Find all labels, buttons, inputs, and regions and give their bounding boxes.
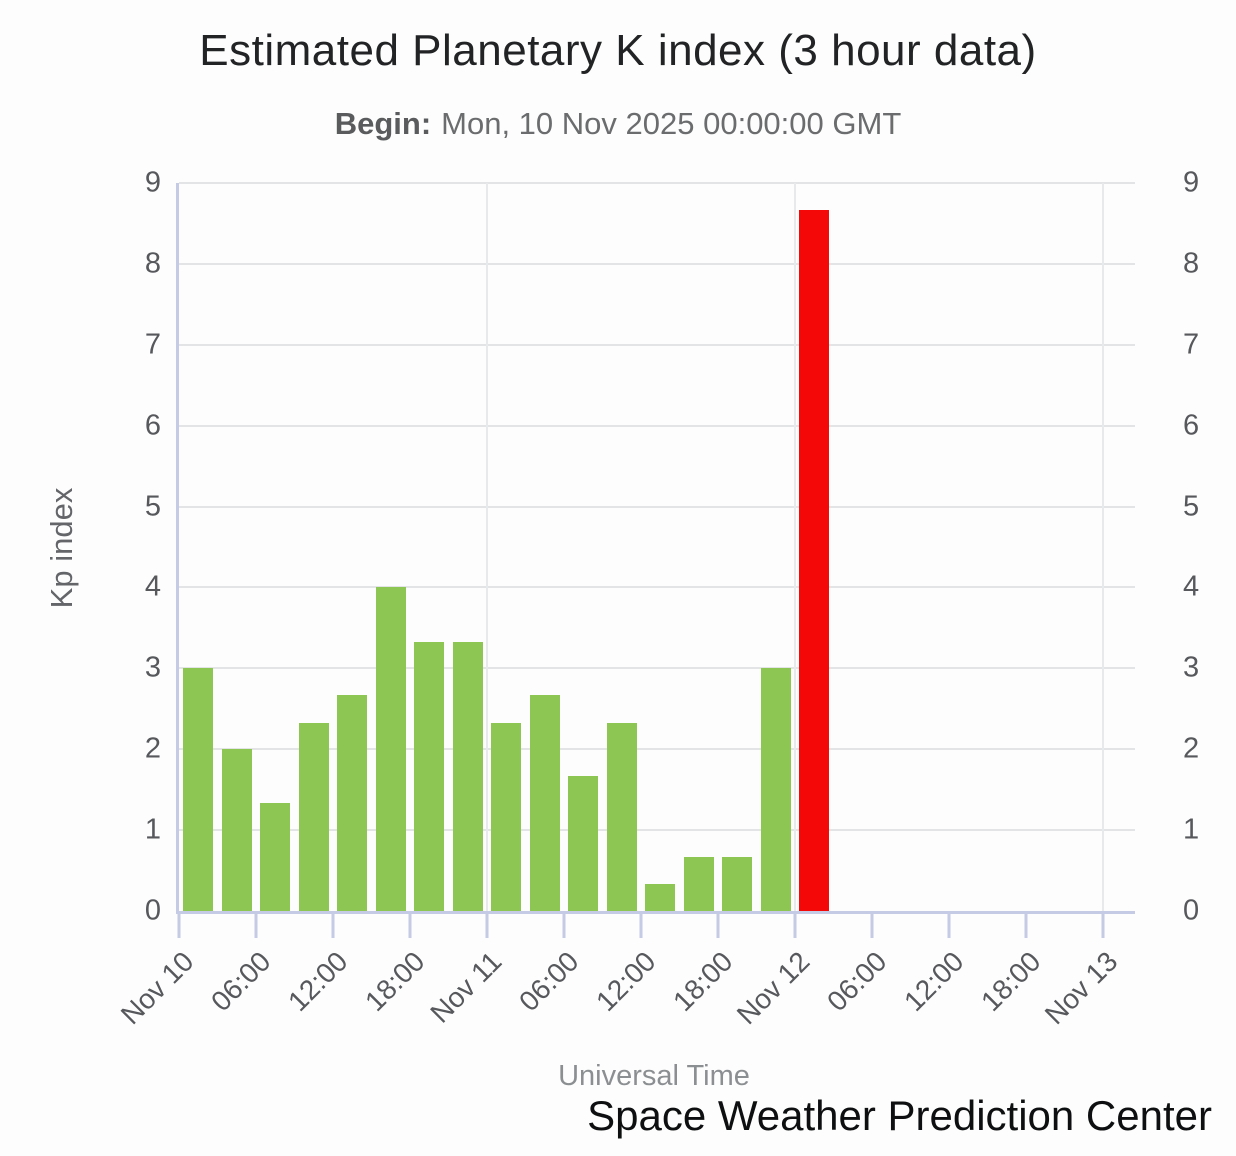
kp-bar (491, 722, 522, 911)
y-gridline (179, 424, 1135, 427)
y-tick-label-right: 2 (1183, 732, 1200, 765)
x-tick (177, 911, 181, 938)
kp-bar (760, 668, 791, 911)
x-tick (1101, 911, 1105, 938)
chart-title: Estimated Planetary K index (3 hour data… (199, 26, 1037, 75)
x-day-gridline (1101, 183, 1104, 911)
y-tick-label-right: 8 (1183, 247, 1200, 280)
y-gridline (179, 262, 1135, 265)
y-tick-label-right: 6 (1183, 409, 1200, 442)
chart-subtitle: Begin: Mon, 10 Nov 2025 00:00:00 GMT (0, 106, 1236, 142)
x-tick (254, 911, 258, 938)
y-gridline (179, 343, 1135, 346)
y-gridline (179, 829, 1135, 832)
y-tick-label-left: 2 (144, 732, 161, 765)
y-gridline (179, 586, 1135, 589)
y-tick-label-left: 4 (144, 570, 161, 603)
x-tick (947, 911, 951, 938)
y-tick-label-right: 9 (1183, 166, 1200, 199)
x-tick (1024, 911, 1028, 938)
y-gridline (179, 667, 1135, 670)
x-tick (485, 911, 489, 938)
y-tick-label-right: 3 (1183, 651, 1200, 684)
kp-bar (799, 209, 830, 911)
y-tick-label-left: 3 (144, 651, 161, 684)
x-tick (331, 911, 335, 938)
plot-area: 0 0 1 1 2 2 3 3 4 4 5 5 6 6 7 7 8 8 9 9 Nov 10 06:00 12:00 18:0… (115, 168, 1199, 1030)
x-tick (639, 911, 643, 938)
y-tick-label-left: 8 (144, 247, 161, 280)
y-tick-label-right: 0 (1183, 894, 1200, 927)
y-tick-label-right: 1 (1183, 813, 1200, 846)
x-tick (716, 911, 720, 938)
kp-bar (568, 775, 599, 911)
y-tick-label-left: 6 (144, 409, 161, 442)
kp-bar (221, 749, 252, 911)
source-credit: Space Weather Prediction Center (587, 1092, 1212, 1139)
x-tick (793, 911, 797, 938)
y-tick-label-left: 7 (144, 328, 161, 361)
subtitle-begin-label: Begin: (334, 106, 432, 141)
y-tick-label-right: 5 (1183, 490, 1200, 523)
kp-bar (414, 641, 445, 911)
y-tick-label-right: 4 (1183, 570, 1200, 603)
kp-bar (529, 695, 560, 911)
y-axis-title: Kp index (44, 487, 79, 609)
x-axis-title: Universal Time (558, 1060, 750, 1092)
kp-bar (645, 884, 676, 911)
x-day-gridline (485, 183, 488, 911)
x-tick (562, 911, 566, 938)
kp-bar (606, 722, 637, 911)
subtitle-begin-value: Mon, 10 Nov 2025 00:00:00 GMT (441, 106, 902, 141)
y-tick-label-left: 1 (144, 813, 161, 846)
y-gridline (179, 182, 1135, 184)
x-tick (870, 911, 874, 938)
kp-bar (260, 803, 291, 911)
y-tick-label-left: 5 (144, 490, 161, 523)
y-gridline (179, 748, 1135, 751)
y-tick-label-left: 9 (144, 166, 161, 199)
kp-bar (298, 722, 329, 911)
kp-bar (722, 856, 753, 911)
y-gridline (179, 505, 1135, 508)
kp-bar (375, 587, 406, 911)
y-tick-label-right: 7 (1183, 328, 1200, 361)
kp-bar (452, 641, 483, 911)
kp-bar (183, 668, 214, 911)
y-tick-label-left: 0 (144, 894, 161, 927)
kp-bar (683, 856, 714, 911)
kp-bar (337, 695, 368, 911)
x-day-gridline (793, 183, 796, 911)
x-tick (408, 911, 412, 938)
